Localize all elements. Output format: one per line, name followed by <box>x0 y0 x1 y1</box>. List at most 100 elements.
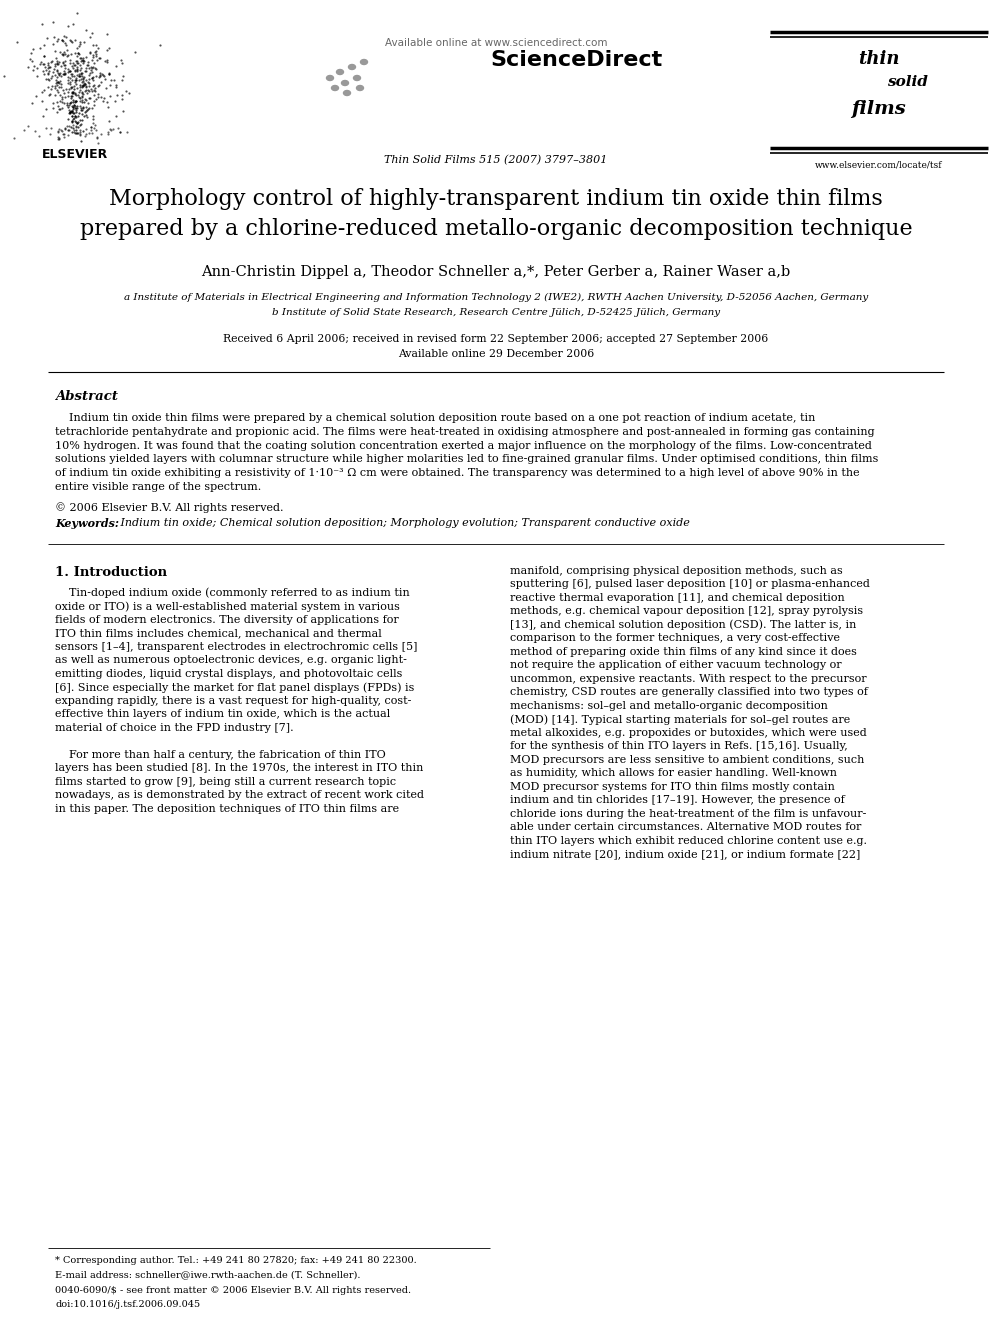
Text: * Corresponding author. Tel.: +49 241 80 27820; fax: +49 241 80 22300.: * Corresponding author. Tel.: +49 241 80… <box>55 1256 417 1265</box>
Point <box>60 97 75 118</box>
Point <box>80 58 96 79</box>
Point <box>72 114 88 135</box>
Point <box>99 52 115 73</box>
Point <box>62 73 77 94</box>
Point <box>64 97 80 118</box>
Point <box>74 69 90 90</box>
Point <box>69 95 85 116</box>
Point <box>71 36 87 57</box>
Point <box>67 50 83 71</box>
Text: indium nitrate [20], indium oxide [21], or indium formate [22]: indium nitrate [20], indium oxide [21], … <box>510 849 860 860</box>
Point <box>50 127 65 148</box>
Point <box>52 70 67 91</box>
Point <box>74 82 90 103</box>
Text: indium and tin chlorides [17–19]. However, the presence of: indium and tin chlorides [17–19]. Howeve… <box>510 795 845 806</box>
Text: sputtering [6], pulsed laser deposition [10] or plasma-enhanced: sputtering [6], pulsed laser deposition … <box>510 579 870 589</box>
Point <box>50 52 65 73</box>
Point <box>34 13 50 34</box>
Point <box>0 65 12 86</box>
Text: not require the application of either vacuum technology or: not require the application of either va… <box>510 660 841 671</box>
Point <box>36 64 52 85</box>
Point <box>72 110 88 131</box>
Point <box>75 49 91 70</box>
Point <box>78 46 94 67</box>
Point <box>84 98 100 119</box>
Point <box>62 71 78 93</box>
Point <box>71 64 87 85</box>
Ellipse shape <box>348 65 355 70</box>
Point <box>49 48 64 69</box>
Point <box>80 54 96 75</box>
Point <box>92 66 108 87</box>
Point <box>63 78 79 99</box>
Point <box>43 118 59 139</box>
Point <box>46 97 62 118</box>
Point <box>68 85 84 106</box>
Point <box>86 94 102 115</box>
Point <box>50 128 65 149</box>
Point <box>56 52 71 73</box>
Ellipse shape <box>353 75 360 81</box>
Point <box>79 54 95 75</box>
Point <box>49 61 64 82</box>
Point <box>53 90 68 111</box>
Point <box>92 62 108 83</box>
Point <box>81 123 97 144</box>
Point <box>45 75 61 97</box>
Text: entire visible range of the spectrum.: entire visible range of the spectrum. <box>55 482 261 492</box>
Point <box>84 67 100 89</box>
Point <box>101 62 117 83</box>
Point <box>72 62 88 83</box>
Point <box>50 71 65 93</box>
Point <box>85 52 101 73</box>
Point <box>56 64 71 85</box>
Point <box>52 77 67 98</box>
Point <box>70 82 86 103</box>
Point <box>53 98 68 119</box>
Point <box>75 83 91 105</box>
Text: 10% hydrogen. It was found that the coating solution concentration exerted a maj: 10% hydrogen. It was found that the coat… <box>55 441 872 451</box>
Point <box>71 54 87 75</box>
Point <box>85 57 101 78</box>
Point <box>95 90 111 111</box>
Point <box>73 99 89 120</box>
Point <box>60 82 75 103</box>
Point <box>82 41 98 62</box>
Point <box>67 110 83 131</box>
Point <box>64 101 80 122</box>
Point <box>32 126 48 147</box>
Point <box>62 116 78 138</box>
Point <box>89 75 105 97</box>
Point <box>99 24 115 45</box>
Point <box>45 61 61 82</box>
Point <box>60 115 75 136</box>
Point <box>77 102 93 123</box>
Point <box>52 52 67 73</box>
Point <box>99 91 115 112</box>
Point <box>72 48 88 69</box>
Point <box>51 122 66 143</box>
Point <box>71 34 87 56</box>
Point <box>65 89 81 110</box>
Point <box>84 81 100 102</box>
Point <box>51 119 66 140</box>
Point <box>85 108 101 130</box>
Point <box>74 66 90 87</box>
Point <box>63 44 79 65</box>
Point <box>41 64 57 85</box>
Point <box>66 95 82 116</box>
Point <box>55 123 70 144</box>
Point <box>81 79 97 101</box>
Text: as humidity, which allows for easier handling. Well-known: as humidity, which allows for easier han… <box>510 769 837 778</box>
Point <box>77 126 93 147</box>
Point <box>76 74 92 95</box>
Text: ScienceDirect: ScienceDirect <box>490 50 663 70</box>
Text: reactive thermal evaporation [11], and chemical deposition: reactive thermal evaporation [11], and c… <box>510 593 845 603</box>
Point <box>63 69 79 90</box>
Text: expanding rapidly, there is a vast request for high-quality, cost-: expanding rapidly, there is a vast reque… <box>55 696 412 705</box>
Point <box>89 127 105 148</box>
Point <box>50 82 65 103</box>
Point <box>97 69 113 90</box>
Point <box>62 115 77 136</box>
Text: Indium tin oxide thin films were prepared by a chemical solution deposition rout: Indium tin oxide thin films were prepare… <box>55 413 815 423</box>
